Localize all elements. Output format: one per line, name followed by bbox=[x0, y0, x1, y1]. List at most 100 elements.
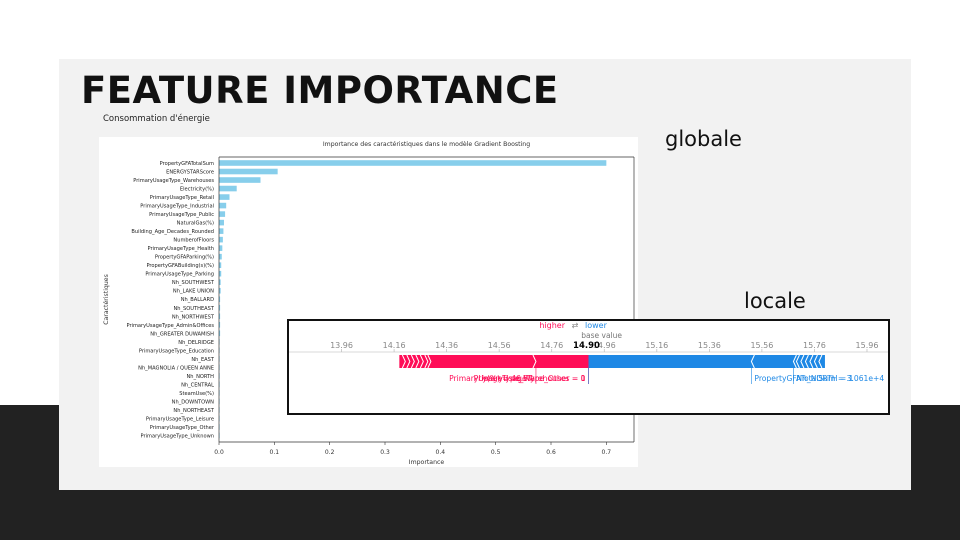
global-importance-chart-panel: Importance des caractéristiques dans le … bbox=[99, 137, 638, 467]
y-tick-label: ENERGYSTARScore bbox=[166, 170, 214, 176]
bar-1 bbox=[219, 168, 278, 175]
y-tick-label: Nh_DELRIDGE bbox=[178, 340, 214, 346]
bar-17 bbox=[219, 304, 221, 311]
negative-chevron bbox=[809, 354, 814, 369]
y-tick-label: PrimaryUsageType_Unknown bbox=[141, 433, 214, 439]
force-tick-label: 14.36 bbox=[435, 341, 458, 350]
bar-2 bbox=[219, 177, 261, 183]
legend-arrow: ⇄ bbox=[572, 321, 579, 330]
x-tick-label: 0.1 bbox=[270, 449, 280, 456]
bar-10 bbox=[219, 245, 223, 251]
bar-4 bbox=[219, 194, 230, 200]
y-tick-label: Nh_DOWNTOWN bbox=[172, 399, 215, 405]
force-tick-label: 15.16 bbox=[645, 341, 668, 350]
y-tick-label: PropertyGFATotalSum bbox=[160, 161, 214, 167]
y-tick-label: Nh_EAST bbox=[191, 357, 215, 363]
negative-separator bbox=[792, 354, 797, 369]
bar-20 bbox=[219, 330, 221, 337]
bar-12 bbox=[219, 262, 222, 268]
negative-feature-label: PrimaryUsageType_Other = 1 bbox=[474, 374, 586, 383]
y-tick-label: NumberofFloors bbox=[173, 238, 214, 244]
x-tick-label: 0.3 bbox=[380, 449, 390, 456]
positive-chevron bbox=[415, 354, 420, 369]
y-tick-label: PrimaryUsageType_Warehouses bbox=[133, 178, 214, 184]
y-tick-label: PrimaryUsageType_Retail bbox=[150, 195, 214, 201]
negative-chevron bbox=[813, 354, 818, 369]
bar-8 bbox=[219, 228, 224, 234]
label-globale: globale bbox=[665, 127, 742, 151]
force-tick-label: 14.76 bbox=[540, 341, 563, 350]
positive-chevron bbox=[401, 354, 406, 369]
bar-13 bbox=[219, 270, 222, 277]
y-tick-label: Building_Age_Decades_Rounded bbox=[131, 229, 214, 235]
positive-feature-label: y(%) = 46.57 bbox=[482, 374, 533, 383]
slide-title: FEATURE IMPORTANCE bbox=[81, 69, 559, 112]
positive-chevron bbox=[419, 354, 424, 369]
negative-chevron bbox=[818, 354, 823, 369]
bar-0 bbox=[219, 160, 607, 166]
y-axis-label: Caractéristiques bbox=[102, 274, 110, 325]
y-tick-label: PrimaryUsageType_Industrial bbox=[140, 204, 214, 210]
y-tick-label: Nh_CENTRAL bbox=[181, 382, 214, 388]
y-tick-label: SteamUse(%) bbox=[179, 391, 214, 397]
positive-bar bbox=[399, 355, 589, 368]
positive-chevron bbox=[406, 354, 411, 369]
y-tick-label: PropertyGFABuilding(s)(%) bbox=[146, 263, 214, 269]
y-tick-label: Nh_BALLARD bbox=[181, 297, 214, 303]
negative-bar bbox=[588, 355, 825, 368]
bar-7 bbox=[219, 219, 224, 226]
positive-separator bbox=[427, 354, 432, 369]
bar-11 bbox=[219, 253, 222, 260]
x-tick-label: 0.7 bbox=[602, 449, 612, 456]
x-tick-label: 0.5 bbox=[491, 449, 501, 456]
y-tick-label: Nh_NORTHWEST bbox=[172, 314, 215, 320]
y-tick-label: PropertyGFAParking(%) bbox=[155, 255, 214, 261]
negative-chevron bbox=[804, 354, 809, 369]
y-tick-label: Nh_GREATER DUWAMISH bbox=[150, 331, 214, 337]
y-tick-label: PrimaryUsageType_Leisure bbox=[146, 416, 214, 422]
x-tick-label: 0.2 bbox=[325, 449, 335, 456]
y-tick-label: NaturalGas(%) bbox=[177, 221, 214, 227]
force-tick-label: 15.76 bbox=[803, 341, 826, 350]
bar-15 bbox=[219, 287, 221, 294]
negative-feature-label: Nh_NORTH = 1 bbox=[796, 374, 853, 383]
label-locale: locale bbox=[744, 289, 806, 313]
legend-lower: lower bbox=[585, 321, 608, 330]
bar-18 bbox=[219, 313, 221, 320]
negative-feature-label: PropertyGFATotalSum = 3.061e+4 bbox=[754, 374, 884, 383]
global-importance-chart: Importance des caractéristiques dans le … bbox=[102, 140, 635, 466]
local-force-plot-panel: higher ⇄ lower base value 13.96 14.16 14.36 14.… bbox=[287, 319, 890, 415]
y-tick-label: PrimaryUsageType_Other bbox=[150, 425, 215, 431]
force-tick-label: 14.56 bbox=[488, 341, 511, 350]
y-tick-label: PrimaryUsageType_Admin&Offices bbox=[126, 323, 214, 329]
y-tick-label: Nh_LAKE UNION bbox=[173, 289, 214, 295]
slide-subtitle: Consommation d'énergie bbox=[103, 114, 210, 124]
bar-9 bbox=[219, 236, 223, 243]
output-value-label: 14.90 bbox=[573, 341, 600, 351]
force-tick-label: 15.56 bbox=[750, 341, 773, 350]
bar-19 bbox=[219, 321, 221, 328]
y-tick-label: Nh_NORTH bbox=[186, 374, 214, 380]
force-tick-label: 13.96 bbox=[330, 341, 353, 350]
y-tick-label: Electricity(%) bbox=[180, 187, 214, 193]
y-tick-label: PrimaryUsageType_Parking bbox=[145, 272, 214, 278]
bar-14 bbox=[219, 279, 221, 286]
positive-chevron bbox=[410, 354, 415, 369]
bar-3 bbox=[219, 185, 237, 192]
base-value-label: base value bbox=[581, 331, 622, 340]
y-tick-label: Nh_NORTHEAST bbox=[173, 408, 214, 414]
positive-separator bbox=[532, 354, 537, 369]
chart-title: Importance des caractéristiques dans le … bbox=[323, 140, 530, 148]
bar-6 bbox=[219, 211, 226, 217]
y-tick-label: PrimaryUsageType_Public bbox=[149, 212, 214, 218]
positive-feature-label: PrimaryUsageType_Warehouses = 0 bbox=[449, 374, 586, 383]
force-tick-label: 15.96 bbox=[856, 341, 879, 350]
legend-higher: higher bbox=[539, 321, 565, 330]
negative-chevron bbox=[800, 354, 805, 369]
x-tick-label: 0.0 bbox=[214, 449, 224, 456]
y-tick-label: Nh_SOUTHEAST bbox=[173, 306, 214, 312]
negative-chevron bbox=[795, 354, 800, 369]
positive-chevron bbox=[424, 354, 429, 369]
force-tick-label: 14.16 bbox=[383, 341, 406, 350]
